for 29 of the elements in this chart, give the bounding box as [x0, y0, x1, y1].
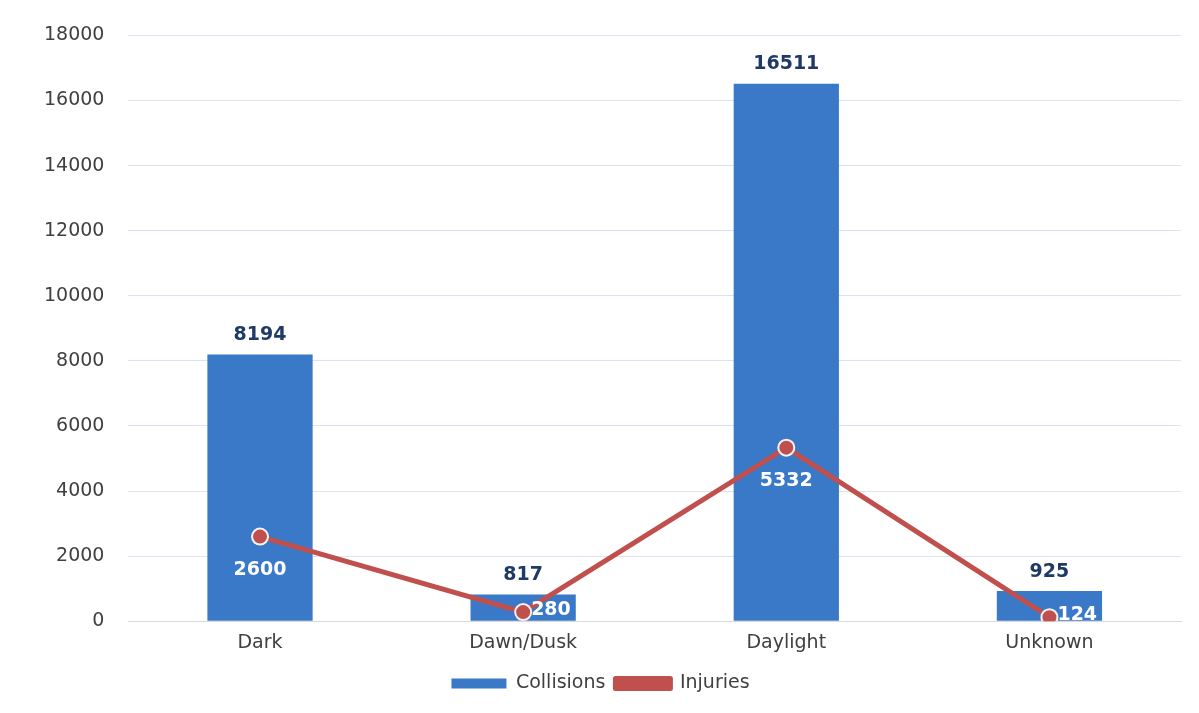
data-label: 817 [503, 562, 543, 585]
bar [207, 354, 313, 621]
point [251, 527, 270, 546]
y-tick-label: 0 [92, 608, 105, 631]
y-tick-label: 10000 [43, 282, 105, 305]
x-tick-label: Dawn/Dusk [469, 629, 578, 652]
legend-label: Collisions [515, 670, 606, 693]
bar [733, 83, 839, 621]
data-label: 8194 [233, 321, 287, 344]
y-tick-label: 6000 [56, 412, 105, 435]
data-label: 280 [531, 596, 571, 619]
y-tick-label: 14000 [43, 152, 105, 175]
data-label: 16511 [753, 51, 820, 74]
y-tick-label: 16000 [43, 87, 105, 110]
y-tick-label: 18000 [43, 22, 105, 45]
x-tick-label: Daylight [746, 629, 827, 652]
data-label: 925 [1029, 558, 1070, 581]
point [514, 603, 533, 622]
y-tick-label: 8000 [56, 347, 105, 370]
y-tick-label: 12000 [43, 217, 105, 240]
data-label: 124 [1057, 601, 1098, 624]
x-tick-label: Dark [237, 629, 283, 652]
data-label: 5332 [759, 468, 813, 491]
point [777, 438, 796, 457]
y-tick-label: 2000 [56, 543, 105, 566]
data-label: 2600 [233, 557, 287, 580]
x-tick-label: Unknown [1005, 629, 1094, 652]
y-tick-label: 4000 [56, 477, 105, 500]
legend-label: Injuries [679, 670, 750, 693]
